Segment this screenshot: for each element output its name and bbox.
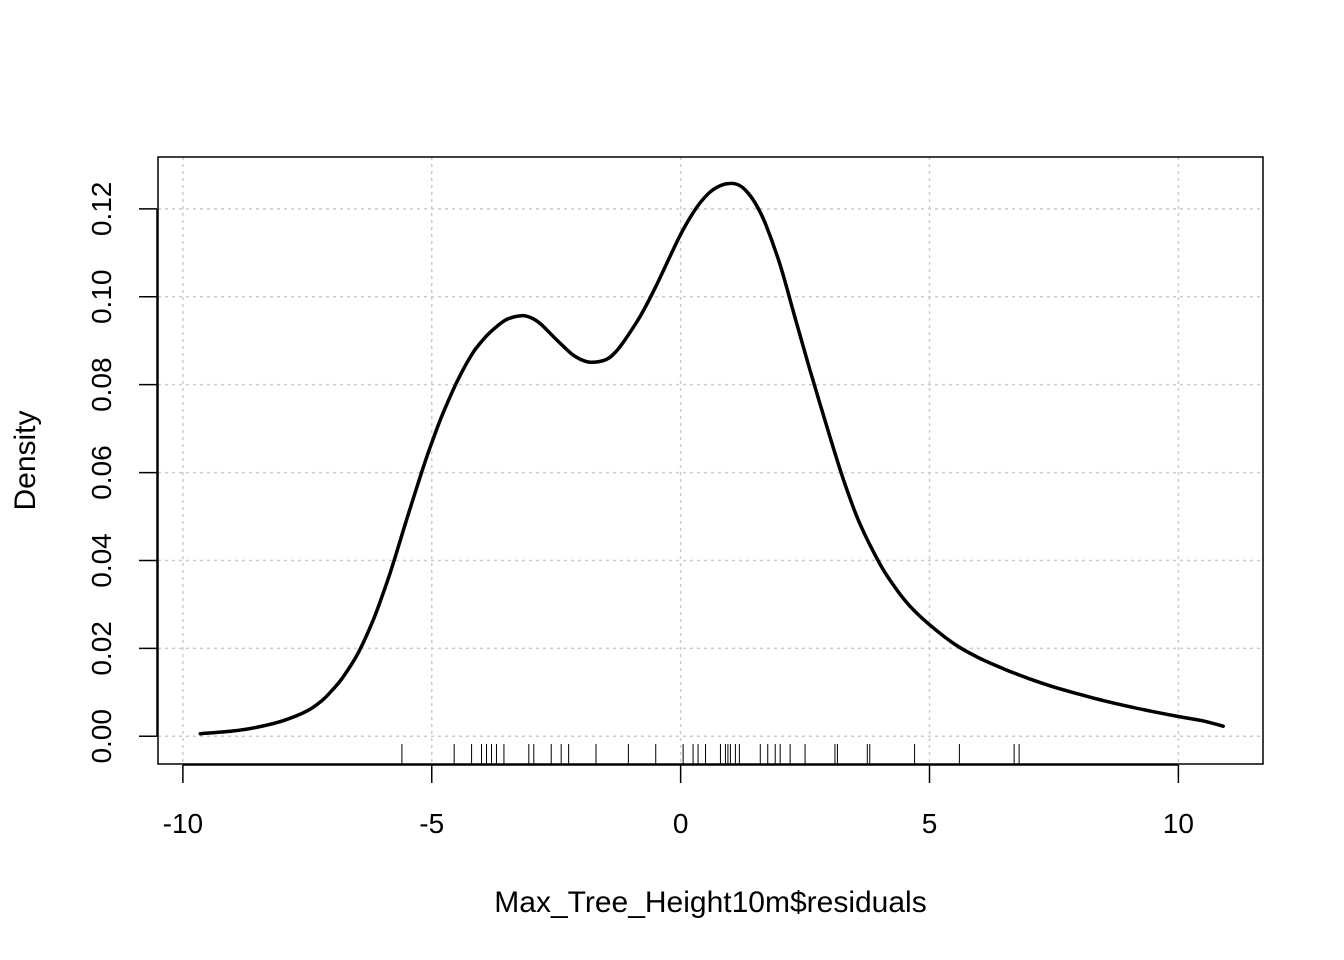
x-tick-label: -10 [163,808,203,839]
x-axis: -10 -5 0 5 10 [163,764,1194,839]
plot-frame [157,156,1264,765]
y-tick-label: 0.04 [86,533,117,588]
grid-lines [158,157,1263,764]
y-tick-label: 0.12 [86,182,117,237]
y-tick-label: 0.08 [86,357,117,412]
y-tick-label: 0.02 [86,621,117,676]
x-tick-label: 10 [1163,808,1194,839]
y-tick-label: 0.10 [86,270,117,325]
y-axis-label: Density [9,410,42,510]
x-tick-label: 5 [922,808,938,839]
x-axis-label: Max_Tree_Height10m$residuals [494,886,926,919]
density-curve [198,181,1225,736]
x-tick-label: -5 [419,808,444,839]
rug-marks [401,744,1020,764]
y-axis: 0.00 0.02 0.04 0.06 0.08 0.10 0.12 [86,182,158,764]
x-tick-label: 0 [673,808,689,839]
y-tick-label: 0.06 [86,445,117,500]
y-tick-label: 0.00 [86,709,117,764]
